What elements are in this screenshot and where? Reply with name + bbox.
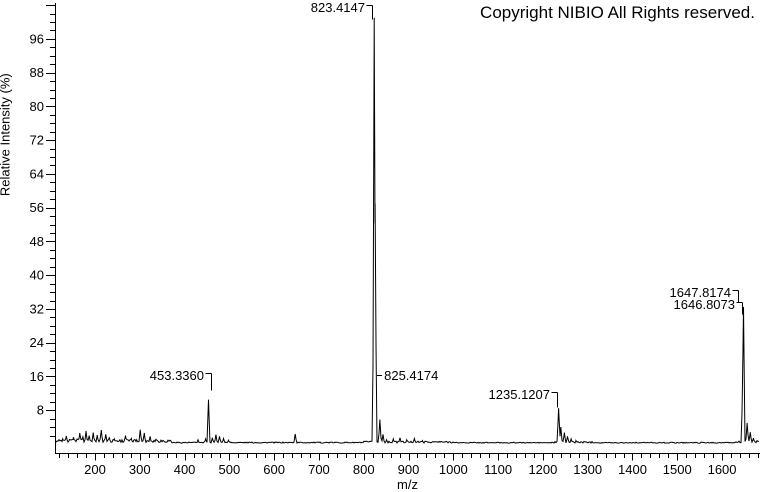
x-tick-label: 200 (84, 462, 106, 477)
y-tick-label: 88 (30, 65, 44, 80)
x-tick-label: 1100 (484, 462, 512, 477)
peak-label: 825.4174 (384, 368, 439, 383)
x-tick-label: 600 (263, 462, 285, 477)
y-tick-label: 40 (30, 268, 44, 283)
y-tick-label: 16 (30, 369, 44, 384)
peak-label: 1235.1207 (488, 387, 550, 402)
y-tick-label: 80 (30, 99, 44, 114)
x-tick-label: 900 (398, 462, 420, 477)
x-tick-label: 400 (174, 462, 196, 477)
x-tick-label: 1200 (528, 462, 557, 477)
x-axis-title-svg: m/z (397, 477, 418, 492)
y-tick-label: 64 (30, 166, 44, 181)
copyright-text: Copyright NIBIO All Rights reserved. (480, 3, 755, 22)
x-tick-label: 1300 (573, 462, 602, 477)
x-tick-label: 1500 (663, 462, 692, 477)
x-tick-label: 1600 (708, 462, 737, 477)
peak-label: 453.3360 (149, 368, 204, 383)
y-tick-label: 24 (30, 335, 44, 350)
peak-label: 1647.8174 (669, 285, 731, 300)
x-tick-label: 700 (308, 462, 330, 477)
y-tick-label: 8 (37, 403, 44, 418)
x-tick-label: 300 (129, 462, 151, 477)
y-tick-label: 32 (30, 301, 44, 316)
y-tick-label: 48 (30, 234, 44, 249)
x-tick-label: 800 (353, 462, 375, 477)
peak-label: 823.4147 (310, 0, 365, 15)
x-tick-label: 1000 (439, 462, 468, 477)
spectrum-trace (55, 17, 760, 444)
y-tick-label: 96 (30, 31, 44, 46)
peak-label: 1646.8073 (673, 297, 735, 312)
y-tick-label: 72 (30, 133, 44, 148)
x-tick-label: 1400 (618, 462, 647, 477)
x-tick-label: 500 (219, 462, 241, 477)
y-tick-label: 56 (30, 200, 44, 215)
